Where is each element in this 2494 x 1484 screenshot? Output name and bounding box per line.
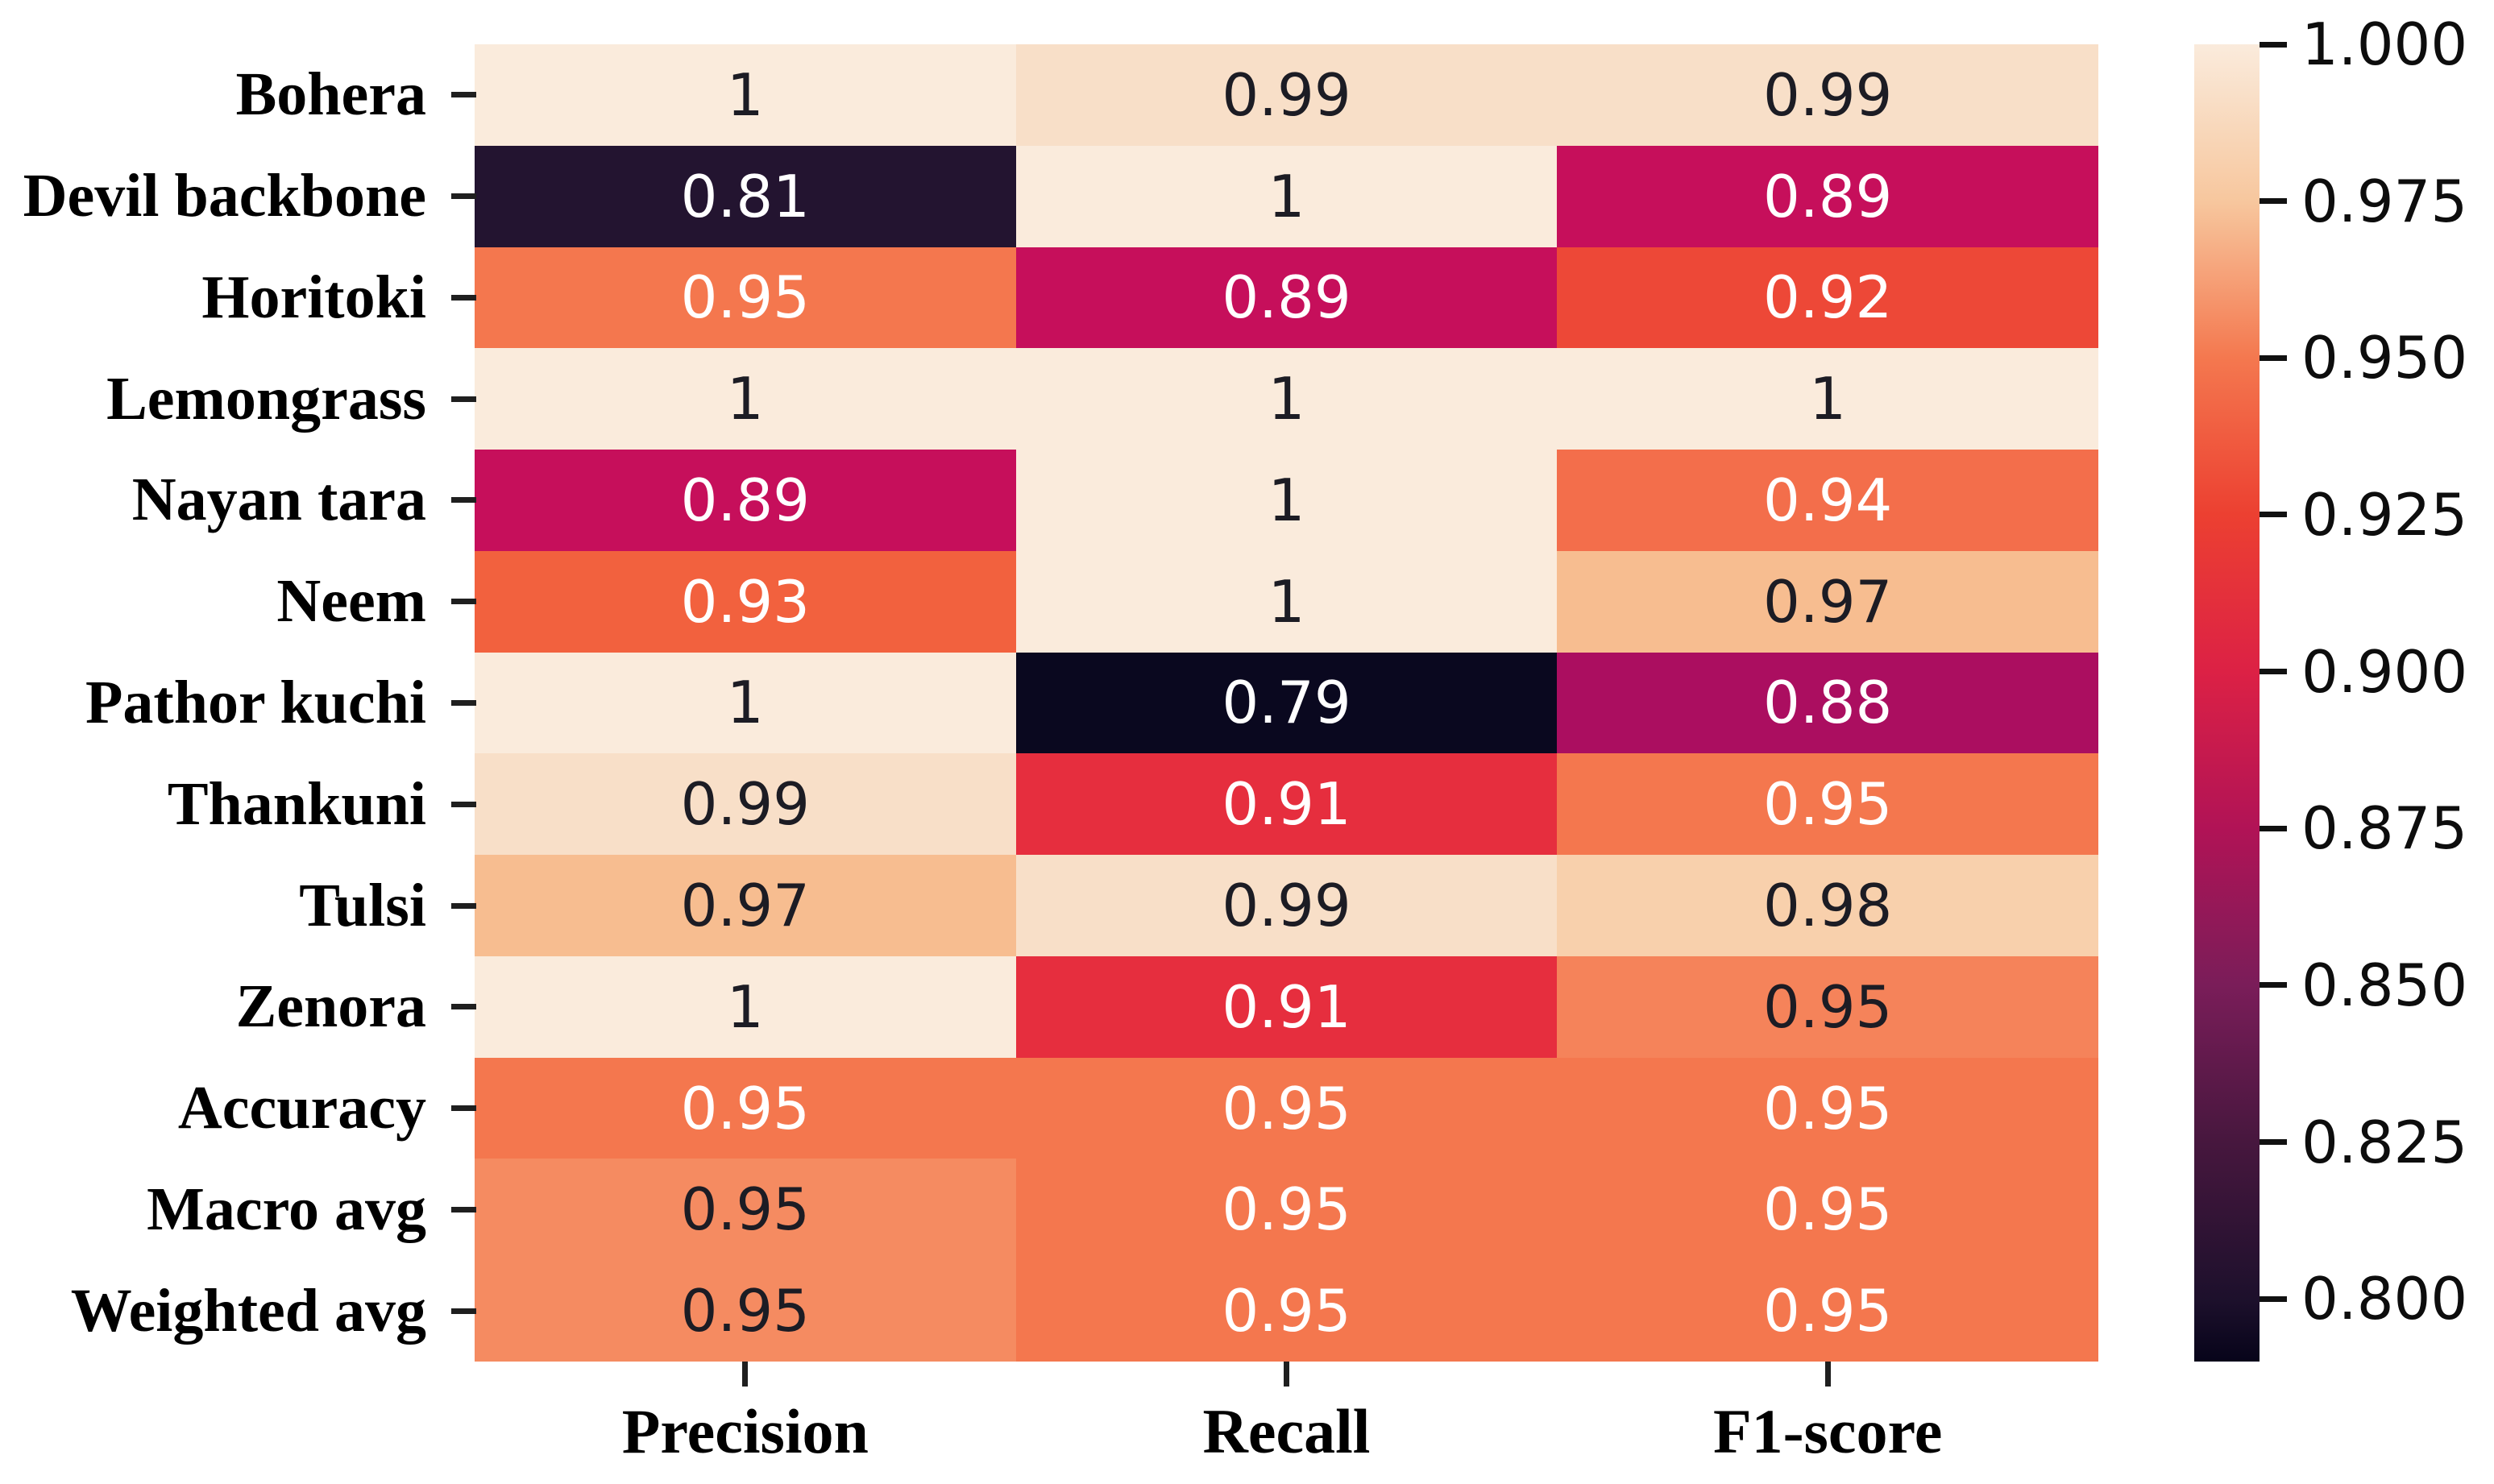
heatmap-cell-zenora-recall: 0.91 [1015,955,1558,1058]
y-axis-tick [451,599,476,605]
heatmap-cell-pathor-kuchi-precision: 1 [475,652,1016,754]
heatmap-cell-weighted-avg-recall: 0.95 [1015,1260,1558,1362]
y-axis-tick [451,294,476,301]
row-label: Accuracy [177,1074,426,1142]
colorbar-tick [2260,669,2287,675]
row-label: Pathor kuchi [85,668,426,736]
y-axis-tick [451,1206,476,1212]
colorbar-tick [2260,512,2287,518]
heatmap-cell-weighted-avg-f1-score: 0.95 [1557,1260,2098,1362]
column-label-recall: Recall [1202,1396,1371,1466]
y-axis-tick [451,1308,476,1314]
y-axis-tick [451,396,476,402]
colorbar-tick-label: 1.000 [2301,10,2468,78]
heatmap-cell-bohera-recall: 0.99 [1015,44,1558,146]
heatmap-cell-devil-backbone-recall: 1 [1015,145,1558,247]
heatmap-cell-accuracy-precision: 0.95 [475,1057,1016,1159]
row-label: Lemongrass [106,364,426,433]
row-label: Nayan tara [131,466,426,534]
row-label: Neem [276,567,426,636]
colorbar-tick-label: 0.900 [2301,637,2468,706]
colorbar-tick-label: 0.975 [2301,167,2468,235]
heatmap-cell-bohera-precision: 1 [475,44,1016,146]
heatmap-cell-pathor-kuchi-f1-score: 0.88 [1557,652,2098,754]
heatmap-cell-horitoki-recall: 0.89 [1015,247,1558,349]
colorbar-tick-label: 0.950 [2301,324,2468,392]
colorbar-tick [2260,198,2287,205]
colorbar-tick-label: 0.825 [2301,1108,2468,1176]
colorbar-tick-label: 0.850 [2301,951,2468,1019]
y-axis-tick [451,902,476,909]
heatmap-cell-nayan-tara-f1-score: 0.94 [1557,450,2098,551]
heatmap-cell-macro-avg-precision: 0.95 [475,1159,1016,1261]
heatmap-cell-lemongrass-f1-score: 1 [1557,348,2098,450]
row-label: Zenora [235,972,426,1041]
y-axis-tick [451,801,476,807]
y-axis-tick [451,92,476,98]
column-label-precision: Precision [621,1396,869,1466]
y-axis-tick [451,1105,476,1112]
heatmap-cell-zenora-f1-score: 0.95 [1557,955,2098,1058]
y-axis-tick [451,1004,476,1010]
row-label: Devil backbone [23,162,426,230]
row-label: Tulsi [299,871,426,939]
row-label: Macro avg [147,1175,426,1243]
heatmap-cell-lemongrass-precision: 1 [475,348,1016,450]
heatmap-cell-weighted-avg-precision: 0.95 [475,1260,1016,1362]
row-label: Bohera [235,60,426,129]
colorbar-tick [2260,825,2287,831]
colorbar-tick-label: 0.925 [2301,480,2468,549]
colorbar-tick [2260,354,2287,361]
colorbar-tick [2260,41,2287,48]
y-axis-tick [451,193,476,200]
y-axis-row-labels: Bohera Devil backbone Horitoki Lemongrass Na… [0,44,439,1362]
heatmap-cell-horitoki-f1-score: 0.92 [1557,247,2098,349]
heatmap-cell-devil-backbone-precision: 0.81 [475,145,1016,247]
y-axis-tick [451,497,476,504]
heatmap-cell-thankuni-f1-score: 0.95 [1557,753,2098,856]
colorbar [2194,44,2260,1362]
heatmap-cell-accuracy-recall: 0.95 [1015,1057,1558,1159]
heatmap-cell-accuracy-f1-score: 0.95 [1557,1057,2098,1159]
heatmap-cell-tulsi-recall: 0.99 [1015,855,1558,956]
row-label: Thankuni [167,769,426,838]
heatmap-cell-thankuni-recall: 0.91 [1015,753,1558,856]
heatmap-cell-neem-precision: 0.93 [475,550,1016,653]
x-axis-tick [742,1362,749,1387]
y-axis-tick [451,700,476,706]
heatmap-cell-zenora-precision: 1 [475,955,1016,1058]
colorbar-tick-label: 0.800 [2301,1265,2468,1333]
heatmap-cell-thankuni-precision: 0.99 [475,753,1016,856]
row-label: Horitoki [201,263,426,331]
heatmap-cell-macro-avg-recall: 0.95 [1015,1159,1558,1261]
heatmap-cell-pathor-kuchi-recall: 0.79 [1015,652,1558,754]
heatmap-cell-horitoki-precision: 0.95 [475,247,1016,349]
heatmap-cell-bohera-f1-score: 0.99 [1557,44,2098,146]
colorbar-tick [2260,1139,2287,1145]
colorbar-tick [2260,1295,2287,1302]
column-label-f1-score: F1-score [1712,1396,1943,1466]
colorbar-tick-label: 0.875 [2301,794,2468,863]
colorbar-tick [2260,982,2287,989]
heatmap-grid: 1 0.99 0.99 0.81 1 0.89 0.95 0.89 0.92 1 1 1 0.89 1 0.… [475,44,2098,1362]
x-axis-tick [1284,1362,1289,1387]
heatmap-cell-tulsi-f1-score: 0.98 [1557,855,2098,956]
row-label: Weighted avg [70,1276,426,1345]
heatmap-cell-macro-avg-f1-score: 0.95 [1557,1159,2098,1261]
heatmap-cell-nayan-tara-recall: 1 [1015,450,1558,551]
heatmap-cell-nayan-tara-precision: 0.89 [475,450,1016,551]
heatmap-cell-neem-f1-score: 0.97 [1557,550,2098,653]
heatmap-cell-lemongrass-recall: 1 [1015,348,1558,450]
heatmap-cell-neem-recall: 1 [1015,550,1558,653]
heatmap-cell-tulsi-precision: 0.97 [475,855,1016,956]
x-axis-tick [1824,1362,1831,1387]
heatmap-cell-devil-backbone-f1-score: 0.89 [1557,145,2098,247]
